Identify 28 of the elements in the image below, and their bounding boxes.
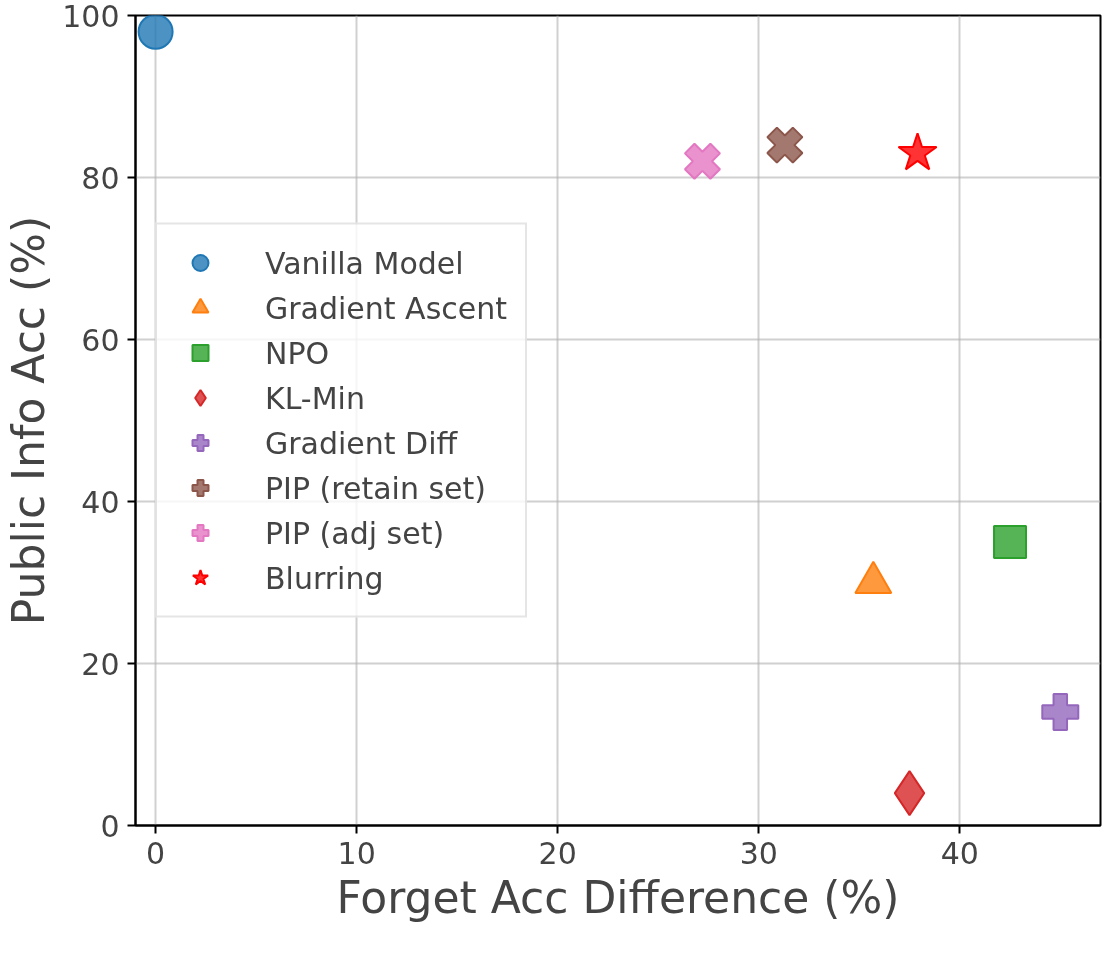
legend-label: Vanilla Model [265, 245, 464, 280]
point [897, 132, 938, 171]
point [766, 126, 804, 164]
x-tick-label: 30 [739, 835, 778, 871]
x-tick-label: 0 [146, 835, 166, 871]
point [137, 15, 174, 50]
point [683, 142, 721, 180]
point [893, 770, 926, 817]
legend-label: PIP (retain set) [265, 470, 486, 505]
x-tick-label: 40 [940, 835, 979, 871]
legend-label: Gradient Ascent [265, 290, 507, 325]
legend-label: NPO [265, 335, 330, 370]
x-tick-label: 20 [538, 835, 577, 871]
legend-label: Gradient Diff [265, 425, 458, 460]
y-tick-label: 100 [62, 0, 120, 34]
y-tick-label: 60 [81, 322, 120, 358]
y-axis-title: Public Info Acc (%) [3, 215, 55, 626]
y-tick-label: 20 [81, 646, 120, 682]
legend-label: PIP (adj set) [265, 515, 445, 550]
y-tick-label: 80 [81, 160, 120, 196]
x-axis-title: Forget Acc Difference (%) [336, 871, 900, 923]
y-tick-label: 40 [81, 484, 120, 520]
legend-label: KL-Min [265, 380, 365, 415]
point [1041, 693, 1080, 732]
legend-label: Blurring [265, 560, 384, 595]
x-tick-label: 10 [337, 835, 376, 871]
point [993, 525, 1028, 559]
y-tick-label: 0 [100, 808, 120, 844]
